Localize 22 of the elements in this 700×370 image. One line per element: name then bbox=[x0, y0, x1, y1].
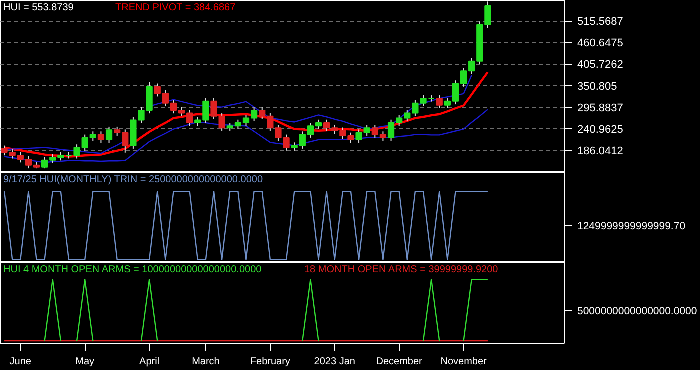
text: 5000000000000000.0000 bbox=[578, 305, 698, 318]
text: TREND PIVOT = 384.6867 bbox=[116, 2, 236, 14]
series-label: HUI 4 MONTH OPEN ARMS = 10000000000000000.0000 bbox=[4, 264, 262, 276]
x-tick-label: November bbox=[440, 356, 488, 368]
y-tick-label: 515.5687 bbox=[578, 16, 624, 28]
chart-title: HUI = 553.8739 bbox=[4, 2, 74, 14]
y-tick-label: 240.9625 bbox=[578, 124, 624, 136]
text: 1249999999999999.70 bbox=[578, 220, 686, 233]
x-tick-label: December bbox=[376, 356, 424, 368]
series-label: 9/17/25 HUI(MONTHLY) TRIN = 2500000000000000.0000 bbox=[4, 174, 264, 186]
x-tick-label: April bbox=[140, 356, 160, 368]
y-tick-label: 405.7262 bbox=[578, 59, 624, 72]
x-tick-label: June bbox=[10, 356, 32, 368]
x-tick-label: May bbox=[76, 356, 95, 368]
y-tick-label: 460.6475 bbox=[578, 38, 624, 50]
y-tick-label: 186.0412 bbox=[578, 145, 624, 158]
y-tick-label: 350.805 bbox=[578, 80, 618, 93]
text: 18 MONTH OPEN ARMS = 39999999.9200 bbox=[304, 264, 499, 276]
x-tick-label: February bbox=[250, 356, 290, 368]
x-tick-label: March bbox=[192, 356, 220, 368]
x-tick-label: 2023 Jan bbox=[314, 356, 356, 368]
y-tick-label: 295.8837 bbox=[578, 102, 624, 114]
